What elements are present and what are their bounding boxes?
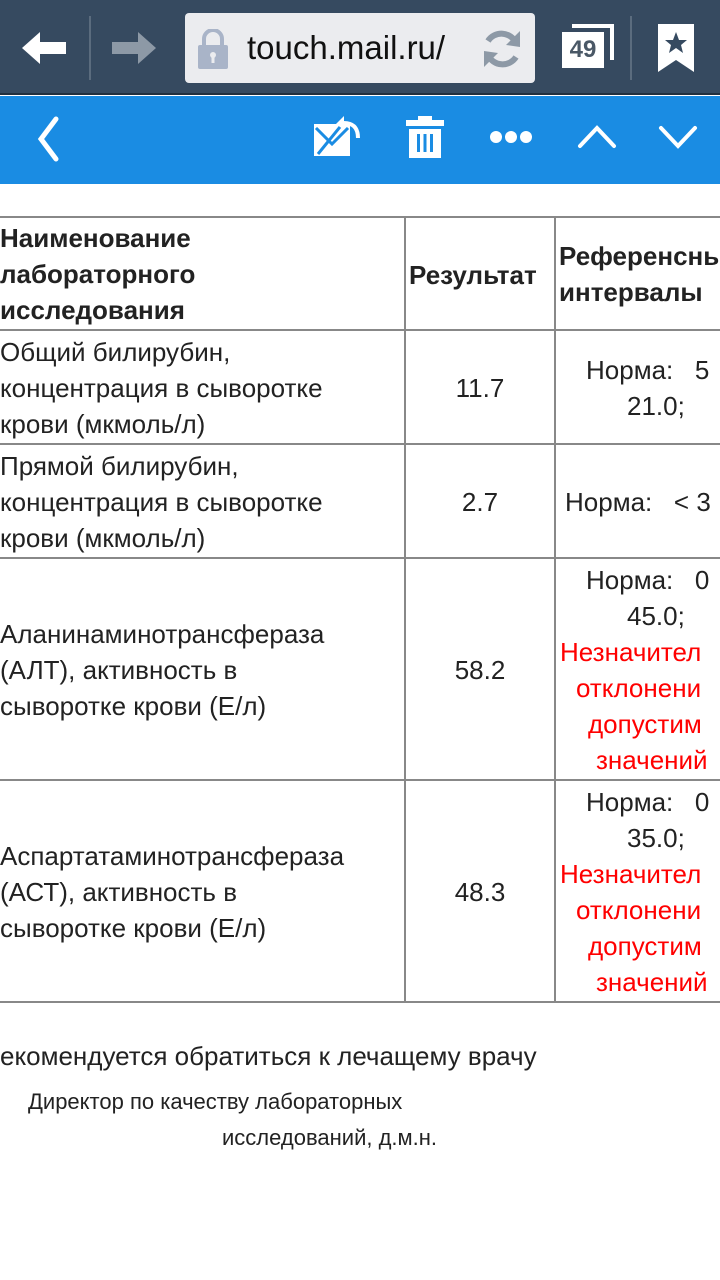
url-text[interactable]: touch.mail.ru/ <box>247 29 446 66</box>
header-line: Наименование <box>0 223 191 253</box>
test-name: (АСТ), активность в <box>0 877 238 907</box>
bookmark-icon[interactable] <box>658 24 694 72</box>
test-name: Аланинаминотрансфераза <box>0 619 325 649</box>
test-name: концентрация в сыворотке <box>0 373 323 403</box>
reference-text: Норма: 0 <box>586 565 710 595</box>
signature-line: Директор по качеству лабораторных <box>28 1089 403 1114</box>
reload-icon[interactable] <box>480 27 524 71</box>
tabs-button[interactable]: 49 <box>562 24 614 68</box>
header-reference: Референсны <box>559 241 720 271</box>
reference-text: Норма: < 3 <box>565 487 711 517</box>
reference-text: 45.0; <box>627 601 685 631</box>
test-name: крови (мкмоль/л) <box>0 523 206 553</box>
mail-toolbar <box>0 96 720 184</box>
test-name: Общий билирубин, <box>0 337 231 367</box>
warning-text: значений <box>596 967 708 997</box>
reference-text: Норма: 5 <box>586 355 710 385</box>
recommendation-text: екомендуется обратиться к лечащему врачу <box>0 1041 537 1071</box>
browser-toolbar: touch.mail.ru/ 49 <box>0 0 720 95</box>
chevron-up-icon[interactable] <box>577 124 617 150</box>
test-name: концентрация в сыворотке <box>0 487 323 517</box>
tabs-stack-icon <box>572 24 614 60</box>
warning-text: допустим <box>588 931 702 961</box>
warning-text: значений <box>596 745 708 775</box>
test-name: Прямой билирубин, <box>0 451 239 481</box>
result-value: 58.2 <box>454 655 506 685</box>
test-name: (АЛТ), активность в <box>0 655 238 685</box>
header-line: лабораторного <box>0 259 196 289</box>
back-chevron-icon[interactable] <box>36 116 62 162</box>
back-arrow-icon[interactable] <box>22 30 68 66</box>
lock-icon <box>198 29 228 69</box>
move-mail-icon[interactable] <box>314 114 362 158</box>
warning-text: допустим <box>588 709 702 739</box>
warning-text: Незначител <box>560 637 702 667</box>
result-value: 48.3 <box>454 877 506 907</box>
test-name: Аспартатаминотрансфераза <box>0 841 345 871</box>
reference-text: 35.0; <box>627 823 685 853</box>
header-line: исследования <box>0 295 185 325</box>
warning-text: Незначител <box>560 859 702 889</box>
result-value: 2.7 <box>461 487 499 517</box>
test-name: сыворотке крови (Е/л) <box>0 913 267 943</box>
result-value: 11.7 <box>455 373 505 403</box>
test-name: сыворотке крови (Е/л) <box>0 691 267 721</box>
chevron-down-icon[interactable] <box>658 124 698 150</box>
reference-text: Норма: 0 <box>586 787 710 817</box>
lab-results-table: Наименование лабораторного исследования … <box>0 216 720 1003</box>
divider <box>89 16 91 80</box>
forward-arrow-icon[interactable] <box>112 30 158 66</box>
reference-text: 21.0; <box>627 391 685 421</box>
signature-line: исследований, д.м.н. <box>222 1125 438 1150</box>
header-reference: интервалы <box>559 277 703 307</box>
more-icon[interactable] <box>489 130 533 144</box>
divider <box>630 16 632 80</box>
header-result: Результат <box>409 260 537 290</box>
trash-icon[interactable] <box>406 116 444 158</box>
test-name: крови (мкмоль/л) <box>0 409 206 439</box>
warning-text: отклонени <box>576 895 702 925</box>
tabs-count: 49 <box>562 32 604 68</box>
warning-text: отклонени <box>576 673 702 703</box>
url-bar[interactable]: touch.mail.ru/ <box>185 13 535 83</box>
